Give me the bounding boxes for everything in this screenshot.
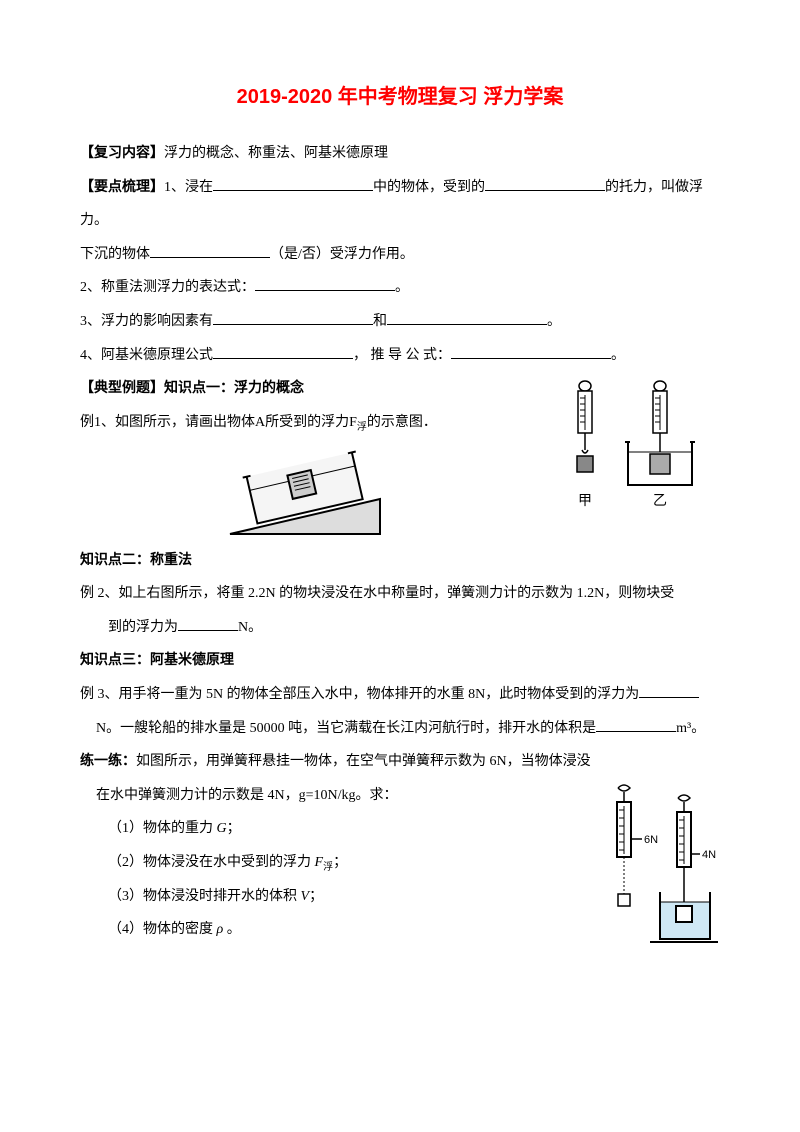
ex2b: 到的浮力为: [108, 620, 178, 635]
practice-label: 练一练：: [80, 754, 136, 769]
practice-line-a: 练一练：如图所示，用弹簧秤悬挂一物体，在空气中弹簧秤示数为 6N，当物体浸没: [80, 745, 720, 779]
p1b: 中的物体，受到的: [373, 180, 485, 195]
ex1: 例1、如图所示，请画出物体A所受到的浮力F: [80, 415, 357, 430]
examples-label: 【典型例题】: [80, 381, 164, 396]
points-label: 【要点梳理】: [80, 180, 164, 195]
q3a: （3）物体浸没时排开水的体积: [108, 889, 301, 904]
ex3b: N。一艘轮船的排水量是 50000 吨，当它满载在长江内河航行时，排开水的体积是: [96, 721, 596, 736]
q3b: V: [301, 889, 310, 904]
practice-spring-icon: 6N 4N: [590, 784, 720, 954]
figure-spring-scales: 甲 乙: [550, 380, 710, 515]
points-line-3: 3、浮力的影响因素有 和 。: [80, 305, 720, 339]
q1a: （1）物体的重力: [108, 821, 217, 836]
prac-b: 在水中弹簧测力计的示数是 4N，g=10N/kg。求：: [96, 788, 398, 803]
q2c: ；: [333, 855, 347, 870]
prac-a: 如图所示，用弹簧秤悬挂一物体，在空气中弹簧秤示数为 6N，当物体浸没: [136, 754, 591, 769]
review-label: 【复习内容】: [80, 146, 164, 161]
page-title: 2019-2020 年中考物理复习 浮力学案: [80, 80, 720, 109]
svg-text:乙: 乙: [653, 493, 667, 509]
q2b: F: [315, 855, 324, 870]
p1e: （是/否）受浮力作用。: [270, 247, 414, 262]
kp3-title: 知识点三：阿基米德原理: [80, 653, 234, 668]
points-line-4: 4、阿基米德原理公式 ， 推 导 公 式： 。: [80, 339, 720, 373]
incline-container-icon: [220, 444, 390, 539]
ex2c: N。: [238, 620, 262, 635]
example-2b: 到的浮力为 N。: [80, 611, 720, 645]
q3c: ；: [309, 889, 323, 904]
points-line-1b: 下沉的物体 （是/否）受浮力作用。: [80, 238, 720, 272]
blank: [596, 717, 676, 732]
ex3a: 例 3、用手将一重为 5N 的物体全部压入水中，物体排开的水重 8N，此时物体受…: [80, 687, 639, 702]
kp3-heading: 知识点三：阿基米德原理: [80, 644, 720, 678]
figure-practice: 6N 4N: [590, 784, 720, 959]
kp2-heading: 知识点二：称重法: [80, 544, 720, 578]
svg-text:甲: 甲: [578, 494, 592, 509]
points-line-1: 【要点梳理】1、浸在中的物体，受到的的托力，叫做浮力。: [80, 171, 720, 238]
p2b: 。: [395, 280, 409, 295]
ex3c: m³。: [676, 721, 705, 736]
ex1-sub: 浮: [357, 422, 367, 433]
kp2-title: 知识点二：称重法: [80, 553, 192, 568]
blank: [150, 243, 270, 258]
blank: [387, 310, 547, 325]
q2a: （2）物体浸没在水中受到的浮力: [108, 855, 315, 870]
p3c: 。: [547, 314, 561, 329]
blank: [213, 344, 353, 359]
kp1-title: 知识点一：浮力的概念: [164, 381, 304, 396]
p4a: 4、阿基米德原理公式: [80, 348, 213, 363]
p1a: 1、浸在: [164, 180, 213, 195]
p3b: 和: [373, 314, 387, 329]
q2sub: 浮: [323, 862, 333, 873]
ex1-end: 的示意图．: [367, 415, 437, 430]
review-line: 【复习内容】浮力的概念、称重法、阿基米德原理: [80, 137, 720, 171]
blank: [178, 616, 238, 631]
svg-text:6N: 6N: [644, 834, 658, 846]
blank: [485, 176, 605, 191]
points-line-2: 2、称重法测浮力的表达式： 。: [80, 271, 720, 305]
example-3b: N。一艘轮船的排水量是 50000 吨，当它满载在长江内河航行时，排开水的体积是…: [80, 712, 720, 746]
q4c: 。: [223, 922, 241, 937]
document-page: 2019-2020 年中考物理复习 浮力学案 【复习内容】浮力的概念、称重法、阿…: [0, 0, 800, 1132]
q1b: G: [217, 821, 227, 836]
blank: [451, 344, 611, 359]
p2a: 2、称重法测浮力的表达式：: [80, 280, 255, 295]
ex2: 例 2、如上右图所示，将重 2.2N 的物块浸没在水中称量时，弹簧测力计的示数为…: [80, 586, 674, 601]
example-2: 例 2、如上右图所示，将重 2.2N 的物块浸没在水中称量时，弹簧测力计的示数为…: [80, 577, 720, 611]
blank: [213, 310, 373, 325]
p4c: 。: [611, 348, 625, 363]
q1c: ；: [227, 821, 241, 836]
spring-scale-icon: 甲 乙: [550, 380, 710, 510]
blank: [255, 276, 395, 291]
review-text: 浮力的概念、称重法、阿基米德原理: [164, 146, 388, 161]
blank: [639, 683, 699, 698]
example-3a: 例 3、用手将一重为 5N 的物体全部压入水中，物体排开的水重 8N，此时物体受…: [80, 678, 720, 712]
svg-text:4N: 4N: [702, 849, 716, 861]
p4b: ， 推 导 公 式：: [353, 348, 451, 363]
p1d: 下沉的物体: [80, 247, 150, 262]
blank: [213, 176, 373, 191]
q4a: （4）物体的密度: [108, 922, 217, 937]
p3a: 3、浮力的影响因素有: [80, 314, 213, 329]
